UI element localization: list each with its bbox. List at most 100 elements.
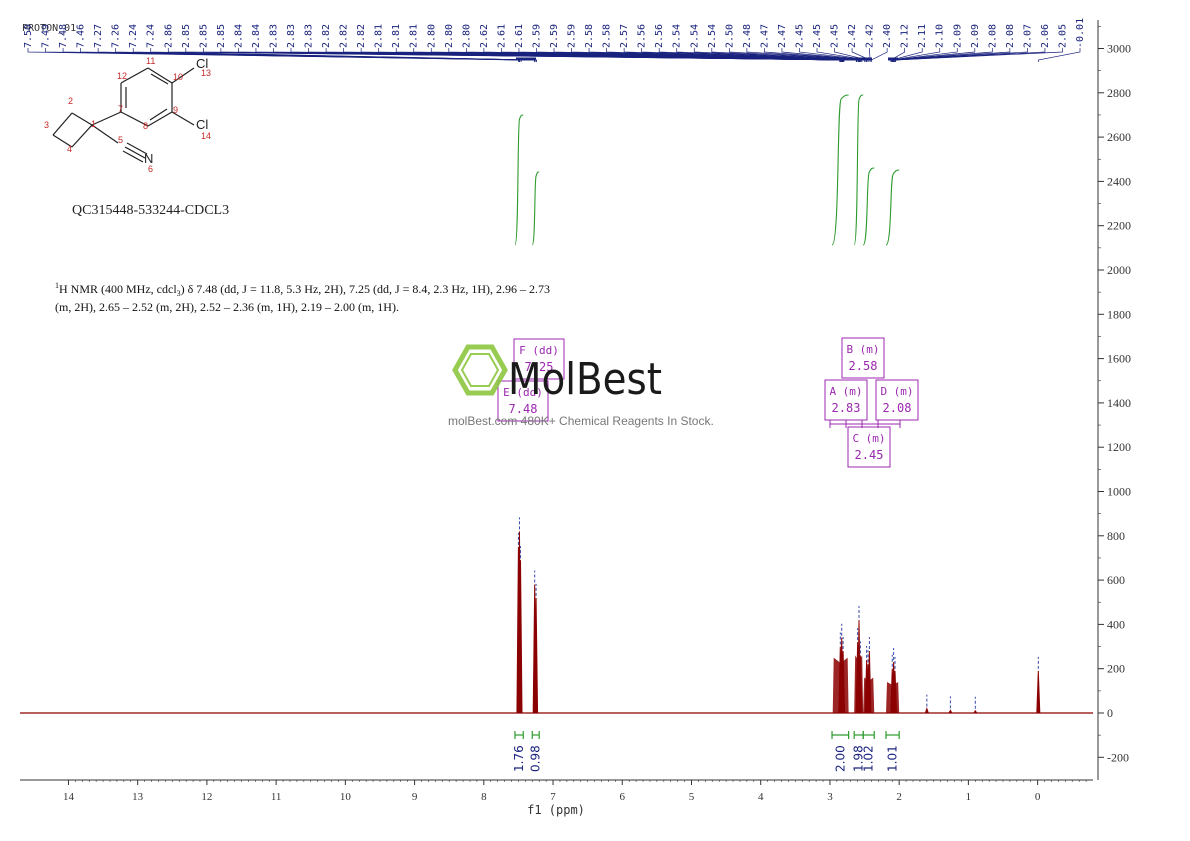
integral-value-label: 1.76 [512,745,526,772]
peak-shift-label: 2.11 [917,24,928,48]
integral-value-label: 1.01 [886,745,900,772]
peak-shift-label: 2.83 [304,24,315,48]
chlorine-label-top: Cl [196,56,208,71]
sample-id: QC315448-533244-CDCL3 [72,203,229,218]
peak-shift-label: 7.26 [111,24,122,48]
peak-shift-label: 2.45 [812,24,823,48]
atom-number-label: 8 [143,121,148,131]
atom-number-label: 6 [148,164,153,174]
multiplet-name: C (m) [852,432,885,445]
watermark-brand: MolBest [508,354,662,405]
peak-shift-label: 2.47 [777,24,788,48]
multiplet-name: B (m) [846,343,879,356]
y-tick-label: 600 [1107,573,1125,587]
atom-number-label: 10 [173,72,183,82]
multiplet-name: A (m) [829,385,862,398]
y-tick-label: 0 [1107,706,1113,720]
spectrum-peak [948,709,953,714]
peak-shift-label: 2.84 [233,24,244,48]
y-tick-label: 200 [1107,662,1125,676]
y-tick-label: 1000 [1107,485,1131,499]
x-tick-label: 12 [201,791,212,803]
peak-label-connector [834,48,869,62]
peak-shift-label: 7.27 [93,24,104,48]
peak-shift-label: 2.08 [987,24,998,48]
x-tick-label: 1 [966,791,972,803]
multiplet-shift: 2.08 [883,401,912,415]
peak-shift-label: 2.62 [479,24,490,48]
nmr-description-line1: 1H NMR (400 MHz, cdcl3) δ 7.48 (dd, J = … [55,281,550,298]
peak-label-connector [892,48,976,62]
peak-shift-label: 2.58 [602,24,613,48]
peak-shift-label: 2.80 [426,24,437,48]
peak-shift-label: 2.50 [724,24,735,48]
peak-label-connector [658,48,861,62]
x-tick-label: 14 [63,791,75,803]
spectrum-peak [518,560,523,714]
peak-shift-label: 2.85 [198,24,209,48]
peak-shift-label: 2.61 [514,24,525,48]
peak-shift-label: 7.24 [128,24,139,48]
peak-shift-label: 2.81 [374,24,385,48]
peak-shift-label: 2.54 [672,24,683,48]
x-tick-label: 2 [896,791,902,803]
integral-curve [831,94,849,246]
peak-shift-label: 2.10 [935,24,946,48]
peak-shift-label: 7.24 [146,24,157,48]
peak-shift-label: 2.59 [549,24,560,48]
peak-label-connector [711,48,863,62]
peak-shift-label: 2.56 [637,24,648,48]
x-tick-label: 3 [827,791,833,803]
atom-number-label: 13 [201,68,211,78]
peak-shift-label: 2.58 [584,24,595,48]
multiplet-box [841,337,885,379]
peak-shift-label: 7.46 [76,24,87,48]
watermark-tagline: molBest.com 480K+ Chemical Reagents In S… [448,414,714,428]
peak-shift-label: 2.54 [707,24,718,48]
y-tick-label: 2000 [1107,263,1131,277]
peak-shift-label: 2.80 [461,24,472,48]
peak-shift-label: 2.47 [759,24,770,48]
peak-shift-label: 2.83 [268,24,279,48]
multiplet-shift: 7.48 [509,402,538,416]
multiplet-name: E (dd) [503,386,543,399]
multiplet-name: D (m) [880,385,913,398]
peak-label-connector [1037,48,1081,62]
atom-number-label: 4 [67,144,72,154]
peak-shift-label: -0.01 [1075,18,1086,48]
x-tick-label: 13 [132,791,144,803]
peak-label-connector [871,48,888,62]
peak-label-connector [150,48,537,62]
peak-label-connector [891,48,941,62]
peak-shift-label: 2.45 [830,24,841,48]
x-tick-label: 6 [620,791,626,803]
multiplet-envelope [863,677,875,713]
spectrum-trace [20,517,1093,714]
peak-shift-label: 2.42 [847,24,858,48]
multiplet-envelope [832,657,849,713]
peak-shift-label: 2.80 [444,24,455,48]
peak-shift-label: 2.84 [251,24,262,48]
x-tick-label: 4 [758,791,764,803]
x-tick-label: 10 [340,791,352,803]
peak-shift-label: 2.83 [286,24,297,48]
integral-curve [853,94,864,246]
peak-shift-label: 2.07 [1022,24,1033,48]
peak-shift-label: 2.81 [391,24,402,48]
x-tick-label: 5 [689,791,695,803]
peak-shift-label: 2.82 [339,24,350,48]
axes: 14 13 12 11 10 9 8 7 6 5 4 3 2 1 0f1 (ppm)-20002004006… [20,20,1131,817]
peak-shift-label: 2.09 [970,24,981,48]
multiplet-shift: 2.45 [855,448,884,462]
peak-shift-label: 7.50 [23,24,34,48]
y-tick-label: 1400 [1107,396,1131,410]
peak-label-connector [893,48,1028,62]
peak-label-connector [894,48,1046,62]
peak-shift-label: 2.59 [531,24,542,48]
integral-value-label: 1.02 [862,745,876,772]
integral-value-label: 0.98 [529,745,543,772]
peak-label-connector [890,48,906,62]
multiplet-boxes: F (dd) 7.25 E (dd) 7.48 B (m) 2.58 A (m) 2.83 D … [497,337,919,468]
peak-shift-label: 2.61 [496,24,507,48]
